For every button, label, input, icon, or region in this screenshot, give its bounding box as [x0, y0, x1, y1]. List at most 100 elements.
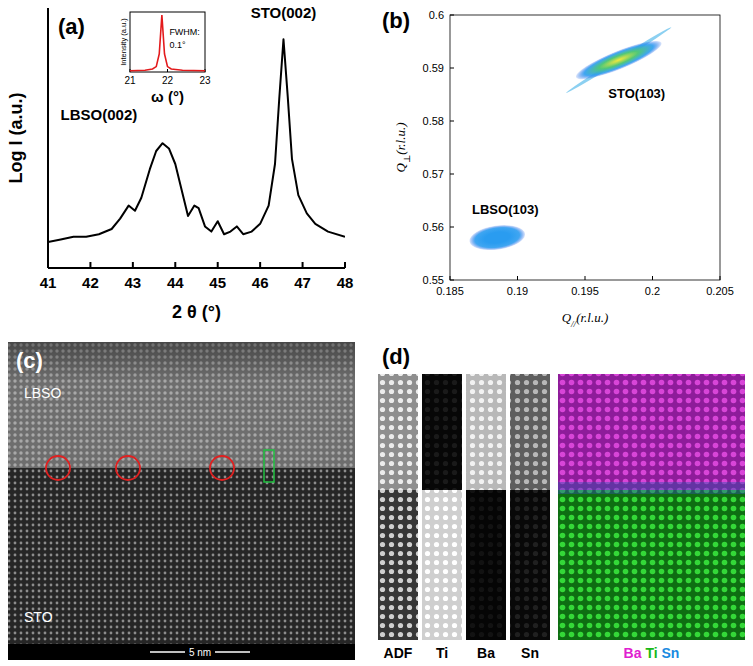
panel-letter: (c)	[16, 348, 43, 373]
composite-label: Ba Ti Sn	[624, 645, 680, 661]
y-axis-title: Q⊥(r.l.u.)	[393, 123, 412, 173]
y-tick	[450, 227, 454, 228]
sto-region	[8, 468, 355, 660]
y-tick	[450, 174, 454, 175]
y-axis-title: Log I (a.u.)	[6, 93, 26, 184]
x-tick	[259, 262, 261, 268]
label-unit: (r.l.u.)	[393, 123, 408, 155]
map-bottom	[378, 490, 418, 640]
x-tick-label: 46	[252, 274, 269, 291]
x-tick-label: 43	[125, 274, 142, 291]
channel-label: Ti	[436, 645, 448, 661]
composite-element: Ti	[642, 645, 658, 661]
panel-d: ADFTiBaSnBa Ti Sn(d)	[378, 344, 745, 661]
streak	[565, 25, 672, 94]
composite-top	[558, 374, 745, 490]
composite-element: Sn	[658, 645, 680, 661]
x-tick	[302, 262, 304, 268]
x-tick-label: 44	[167, 274, 184, 291]
y-tick	[450, 121, 454, 122]
rsm-peak	[468, 222, 527, 254]
y-tick-label: 0.6	[429, 9, 444, 21]
figure: 41424344454647482 θ (°)Log I (a.u.)LBSO(…	[0, 0, 753, 666]
inset-y-title: Intensity (a.u.)	[119, 18, 128, 66]
x-tick	[47, 262, 49, 268]
composite-interface	[558, 482, 745, 494]
label-unit: (r.l.u.)	[576, 310, 608, 325]
x-axis-title: 2 θ (°)	[172, 302, 221, 322]
inset-x-tick-label: 23	[199, 75, 211, 86]
defect-marker	[46, 456, 70, 480]
panel-letter: (a)	[58, 14, 85, 39]
map-top	[378, 374, 418, 490]
rsm-peak	[573, 34, 665, 85]
channel-label: Sn	[521, 645, 539, 661]
channel-label: Ba	[477, 645, 495, 661]
defect-marker	[210, 456, 234, 480]
y-tick	[450, 280, 454, 281]
inset-annotation: FWHM:	[169, 27, 200, 37]
peak-label: STO(103)	[608, 86, 665, 101]
panel-a: 41 42 43 44 45 46 47 48 2 θ (°) Log I (a.u.) LBSO(…	[6, 4, 353, 322]
x-tick	[720, 276, 721, 280]
x-tick-label: 45	[209, 274, 226, 291]
scale-bar-strip	[8, 644, 355, 660]
inset-plot-area	[130, 15, 205, 71]
x-tick	[89, 262, 91, 268]
x-tick	[450, 276, 451, 280]
inset-x-title: ω (°)	[151, 88, 184, 105]
y-tick-label: 0.56	[423, 221, 444, 233]
y-axis	[47, 8, 49, 268]
region-label: LBSO	[24, 385, 61, 401]
x-tick-label: 0.185	[436, 285, 464, 297]
x-axis	[48, 267, 345, 269]
x-tick-label: 0.19	[507, 285, 528, 297]
region-label: STO	[24, 609, 53, 625]
x-tick-label: 48	[337, 274, 354, 291]
y-tick	[450, 68, 454, 69]
annotation: STO(002)	[251, 4, 317, 21]
inset-x-tick-label: 22	[162, 75, 174, 86]
x-tick-label: 0.195	[571, 285, 599, 297]
x-tick-label: 42	[82, 274, 99, 291]
inset-x-tick-label: 21	[124, 75, 136, 86]
label-sub: ⊥	[402, 155, 412, 163]
x-tick	[652, 276, 653, 280]
map-bottom	[466, 490, 506, 640]
y-tick	[450, 15, 454, 16]
inset-x-tick	[167, 69, 168, 72]
lbso-region	[8, 342, 355, 468]
map-top	[422, 374, 462, 490]
x-tick	[132, 262, 134, 268]
scale-bar-label: 5 nm	[189, 647, 211, 658]
y-tick-label: 0.55	[423, 274, 444, 286]
panel-letter: (b)	[382, 8, 410, 33]
eels-region-marker	[264, 450, 274, 482]
panel-letter: (d)	[382, 344, 410, 369]
composite-bottom	[558, 490, 745, 640]
x-axis-title: Q//(r.l.u.)	[562, 310, 609, 329]
channel-label: ADF	[384, 645, 413, 661]
y-tick-label: 0.59	[423, 62, 444, 74]
x-tick	[585, 276, 586, 280]
inset-frame	[130, 12, 205, 72]
defect-marker	[116, 456, 140, 480]
map-bottom	[422, 490, 462, 640]
plot-frame	[450, 15, 720, 280]
x-tick-label: 0.2	[645, 285, 660, 297]
annotation: LBSO(002)	[61, 106, 138, 123]
map-bottom	[510, 490, 550, 640]
x-tick-label: 41	[40, 274, 57, 291]
scale-bar-label-bg	[185, 645, 215, 658]
x-tick	[344, 262, 346, 268]
rocking-curve	[130, 15, 205, 71]
x-tick	[217, 262, 219, 268]
peak-label: LBSO(103)	[472, 202, 538, 217]
y-tick-label: 0.57	[423, 168, 444, 180]
panel-c: 5 nm LBSO STO (c)	[8, 342, 355, 660]
x-tick	[517, 276, 518, 280]
panel-b: 0.1850.190.1950.20.2050.550.560.570.580.…	[382, 8, 734, 329]
x-tick-label: 0.205	[706, 285, 734, 297]
composite-element: Ba	[624, 645, 642, 661]
x-tick-label: 47	[294, 274, 311, 291]
